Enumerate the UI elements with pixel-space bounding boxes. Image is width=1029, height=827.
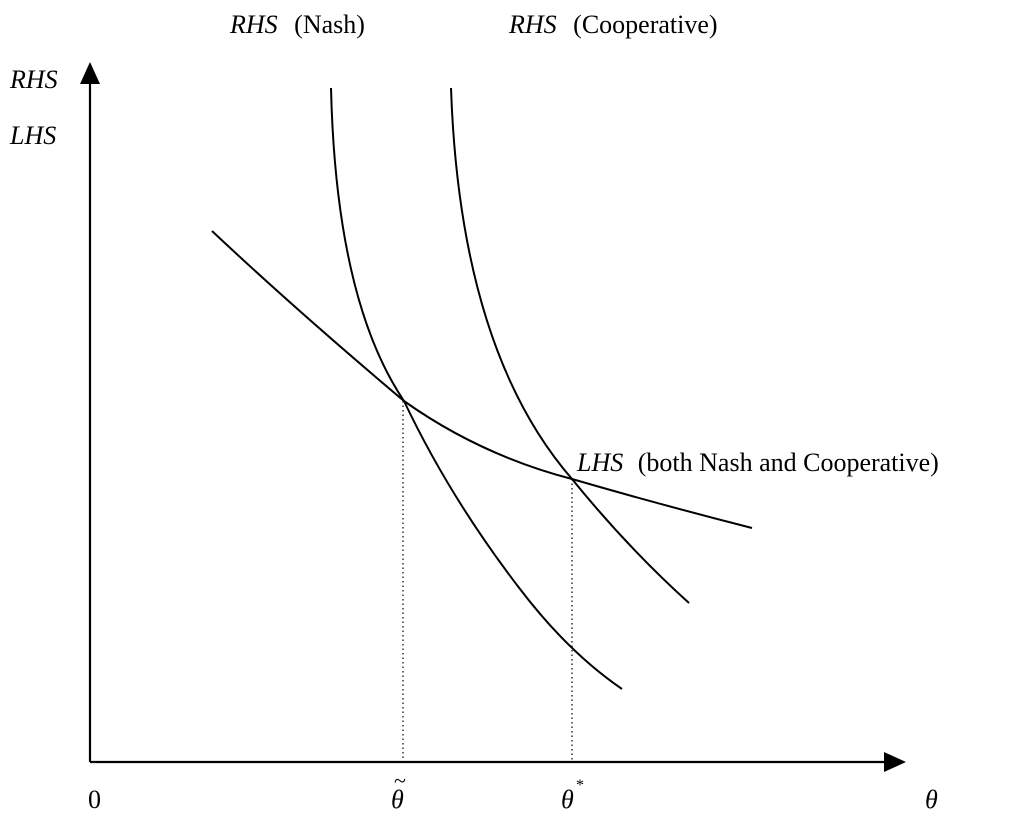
y-axis-label-rhs: RHS [9,65,58,94]
theta-axis-label: θ [925,785,938,814]
lhs-curve [211,230,753,529]
rhs-nash-curve [330,87,623,690]
y-axis-arrowhead [80,62,100,84]
theta-star-label: θ [561,785,574,814]
rhs-nash-label: RHS (Nash) [229,10,365,39]
y-axis-label-lhs: LHS [9,121,56,150]
lhs-curve-label: LHS (both Nash and Cooperative) [576,448,939,477]
origin-label: 0 [88,785,101,814]
rhs-cooperative-curve [450,87,690,604]
theta-tilde-label: θ [391,785,404,814]
x-axis-arrowhead [884,752,906,772]
theta-tilde-accent: ~ [394,768,406,793]
rhs-cooperative-label: RHS (Cooperative) [508,10,718,39]
theta-star-superscript: * [576,777,584,794]
